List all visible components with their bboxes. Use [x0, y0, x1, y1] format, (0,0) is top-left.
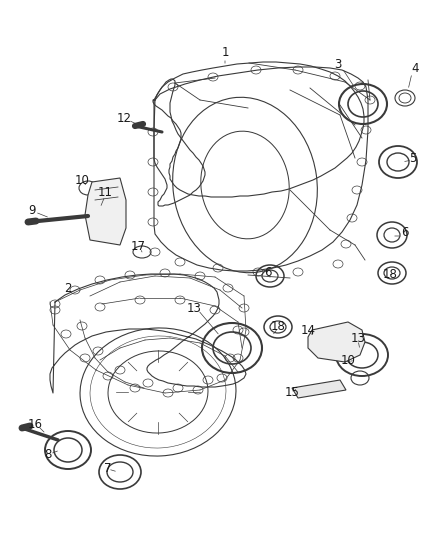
- Text: 4: 4: [411, 61, 419, 75]
- Text: 8: 8: [44, 448, 52, 462]
- Text: 14: 14: [300, 324, 315, 336]
- Text: 6: 6: [401, 225, 409, 238]
- Text: 18: 18: [382, 268, 397, 280]
- Text: 10: 10: [74, 174, 89, 187]
- Text: 18: 18: [271, 320, 286, 334]
- Text: 6: 6: [264, 265, 272, 279]
- Polygon shape: [85, 178, 126, 245]
- Text: 3: 3: [334, 59, 342, 71]
- Text: 12: 12: [117, 111, 131, 125]
- Text: 7: 7: [104, 462, 112, 474]
- Text: 13: 13: [187, 302, 201, 314]
- Text: 11: 11: [98, 187, 113, 199]
- Text: 10: 10: [341, 353, 356, 367]
- Text: 16: 16: [28, 418, 42, 432]
- Text: 15: 15: [285, 385, 300, 399]
- Text: 2: 2: [64, 281, 72, 295]
- Text: 9: 9: [28, 204, 36, 216]
- Polygon shape: [292, 380, 346, 398]
- Text: 1: 1: [221, 45, 229, 59]
- Text: 5: 5: [410, 151, 417, 165]
- Text: 17: 17: [131, 240, 145, 254]
- Polygon shape: [308, 322, 365, 362]
- Text: 13: 13: [350, 332, 365, 344]
